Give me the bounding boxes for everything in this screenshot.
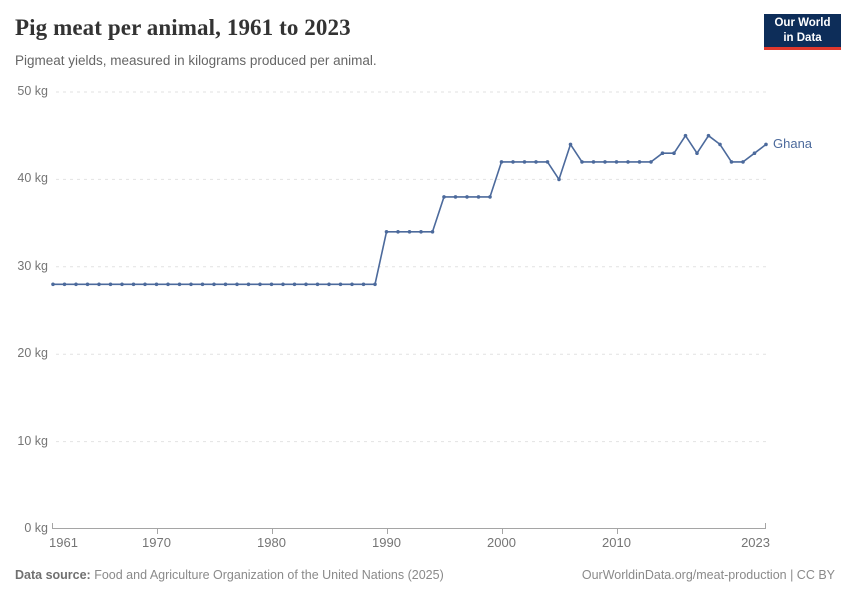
data-point-1979 bbox=[258, 282, 262, 287]
data-point-1999 bbox=[488, 195, 492, 199]
data-point-1969 bbox=[143, 282, 147, 287]
data-point-2002 bbox=[522, 160, 527, 164]
data-point-1981 bbox=[281, 282, 285, 287]
data-point-2017 bbox=[695, 151, 699, 155]
x-axis-label-1961: 1961 bbox=[49, 535, 78, 550]
data-point-1987 bbox=[350, 282, 354, 287]
y-axis-label-0: 0 kg bbox=[24, 521, 48, 535]
x-axis-label-1990: 1990 bbox=[372, 535, 401, 550]
data-point-2003 bbox=[534, 160, 538, 164]
data-point-2008 bbox=[591, 160, 596, 164]
data-point-1963 bbox=[74, 282, 78, 287]
data-point-1968 bbox=[131, 282, 136, 287]
data-point-1962 bbox=[62, 282, 67, 287]
data-point-1995 bbox=[442, 195, 446, 199]
chart-subtitle: Pigmeat yields, measured in kilograms pr… bbox=[15, 53, 377, 68]
series-label-ghana: Ghana bbox=[773, 136, 813, 152]
data-point-2016 bbox=[683, 133, 688, 138]
y-axis-label-10: 10 kg bbox=[17, 433, 48, 448]
chart-footer: Data source: Food and Agriculture Organi… bbox=[15, 568, 835, 582]
data-point-1964 bbox=[85, 282, 90, 287]
data-point-1994 bbox=[430, 230, 435, 234]
x-axis-label-1970: 1970 bbox=[142, 535, 171, 550]
x-axis-label-1980: 1980 bbox=[257, 535, 286, 550]
data-point-1998 bbox=[476, 195, 481, 199]
data-point-1982 bbox=[292, 282, 297, 287]
data-point-2023 bbox=[764, 142, 768, 147]
data-point-2006 bbox=[568, 142, 573, 147]
data-point-2005 bbox=[557, 177, 561, 182]
data-point-1985 bbox=[327, 282, 331, 287]
owid-logo-line2: in Data bbox=[783, 31, 822, 44]
data-point-2009 bbox=[603, 160, 607, 164]
data-point-2020 bbox=[729, 160, 734, 164]
owid-logo-line1: Our World bbox=[774, 16, 831, 29]
data-point-2000 bbox=[499, 160, 504, 164]
data-point-1990 bbox=[384, 230, 389, 234]
data-point-2022 bbox=[752, 151, 757, 155]
x-axis-label-2023: 2023 bbox=[741, 535, 770, 550]
data-point-2011 bbox=[626, 160, 630, 164]
y-axis-label-40: 40 kg bbox=[17, 171, 48, 186]
data-point-1993 bbox=[419, 230, 423, 234]
data-point-1991 bbox=[396, 230, 400, 234]
data-point-1973 bbox=[189, 282, 193, 287]
data-point-2019 bbox=[718, 142, 722, 147]
data-source-label: Data source: bbox=[15, 568, 91, 582]
data-point-1986 bbox=[338, 282, 343, 287]
data-point-2012 bbox=[637, 160, 642, 164]
data-point-1972 bbox=[177, 282, 182, 287]
data-point-1971 bbox=[166, 282, 170, 287]
y-axis-label-30: 30 kg bbox=[17, 258, 48, 273]
owid-url-link[interactable]: OurWorldinData.org/meat-production | CC … bbox=[581, 568, 835, 582]
x-axis-label-2010: 2010 bbox=[602, 535, 631, 550]
data-point-1974 bbox=[200, 282, 205, 287]
data-point-1965 bbox=[97, 282, 101, 287]
data-point-1975 bbox=[212, 282, 216, 287]
data-point-1970 bbox=[154, 282, 159, 287]
data-point-2021 bbox=[741, 160, 745, 164]
data-point-1996 bbox=[453, 195, 458, 199]
data-point-1988 bbox=[361, 282, 366, 287]
owid-logo[interactable]: Our World in Data bbox=[764, 14, 841, 50]
data-point-2004 bbox=[545, 160, 550, 164]
data-point-2014 bbox=[660, 151, 665, 155]
data-point-2007 bbox=[580, 160, 584, 164]
data-source-text: Food and Agriculture Organization of the… bbox=[94, 568, 444, 582]
data-source-note: Data source: Food and Agriculture Organi… bbox=[15, 568, 444, 582]
x-axis-label-2000: 2000 bbox=[487, 535, 516, 550]
y-axis-label-50: 50 kg bbox=[17, 84, 48, 98]
data-point-1992 bbox=[407, 230, 412, 234]
data-point-1978 bbox=[246, 282, 251, 287]
y-axis-label-20: 20 kg bbox=[17, 346, 48, 361]
data-point-2013 bbox=[649, 160, 653, 164]
data-point-1980 bbox=[269, 282, 274, 287]
data-point-2015 bbox=[672, 151, 676, 155]
data-point-1961 bbox=[51, 282, 55, 287]
data-point-2001 bbox=[511, 160, 515, 164]
data-point-1984 bbox=[315, 282, 320, 287]
data-point-1983 bbox=[304, 282, 308, 287]
data-point-2018 bbox=[706, 133, 711, 138]
data-line-ghana bbox=[53, 134, 767, 286]
data-point-1976 bbox=[223, 282, 228, 287]
data-point-1977 bbox=[235, 282, 239, 287]
data-point-1989 bbox=[373, 282, 377, 287]
data-point-1997 bbox=[465, 195, 469, 199]
data-point-2010 bbox=[614, 160, 619, 164]
chart-title: Pig meat per animal, 1961 to 2023 bbox=[15, 15, 351, 40]
data-point-1967 bbox=[120, 282, 124, 287]
data-point-1966 bbox=[108, 282, 113, 287]
